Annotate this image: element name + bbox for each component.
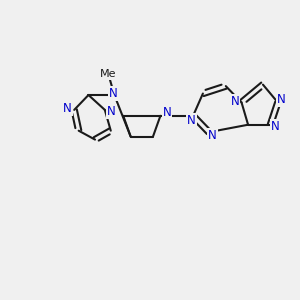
Text: N: N [271, 120, 279, 133]
Text: N: N [63, 103, 72, 116]
Text: Me: Me [100, 69, 117, 79]
Text: N: N [109, 87, 117, 100]
Text: N: N [277, 93, 286, 106]
Text: N: N [231, 95, 239, 108]
Text: N: N [163, 106, 171, 119]
Text: N: N [187, 114, 196, 127]
Text: N: N [208, 129, 217, 142]
Text: N: N [107, 105, 116, 118]
